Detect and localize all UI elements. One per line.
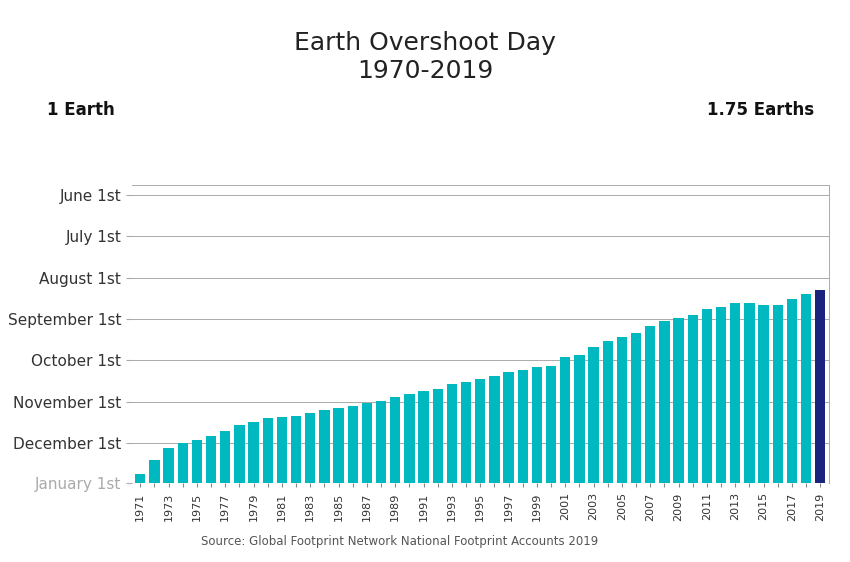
Bar (758, 305, 768, 483)
Bar (405, 394, 415, 483)
Bar (546, 365, 556, 483)
Bar (575, 355, 585, 483)
Bar (362, 404, 372, 483)
Bar (291, 416, 301, 483)
Bar (163, 448, 173, 483)
Bar (688, 315, 698, 483)
Bar (773, 305, 783, 483)
Bar (220, 430, 230, 483)
Bar (433, 388, 443, 483)
Text: Source: Global Footprint Network National Footprint Accounts 2019: Source: Global Footprint Network Nationa… (201, 535, 598, 548)
Bar (588, 347, 598, 483)
Text: 1.75 Earths: 1.75 Earths (707, 101, 814, 119)
Bar (206, 436, 216, 483)
Bar (248, 423, 258, 483)
Bar (815, 290, 825, 483)
Bar (745, 303, 755, 483)
Bar (235, 425, 245, 483)
Bar (503, 372, 513, 483)
Bar (192, 440, 202, 483)
Bar (390, 397, 400, 483)
Bar (475, 379, 485, 483)
Bar (320, 410, 330, 483)
Bar (702, 309, 712, 483)
Bar (135, 474, 145, 483)
Bar (150, 460, 160, 483)
Bar (716, 307, 726, 483)
Bar (673, 318, 683, 483)
Bar (305, 413, 315, 483)
Bar (263, 418, 273, 483)
Bar (560, 357, 570, 483)
Bar (603, 341, 613, 483)
Bar (418, 391, 428, 483)
Bar (787, 299, 797, 483)
Bar (376, 401, 386, 483)
Bar (447, 384, 457, 483)
Bar (277, 417, 287, 483)
Bar (730, 303, 740, 483)
Bar (333, 407, 343, 483)
Bar (532, 367, 542, 483)
Bar (178, 443, 188, 483)
Text: 1970-2019: 1970-2019 (357, 59, 493, 83)
Text: Earth Overshoot Day: Earth Overshoot Day (294, 31, 556, 55)
Bar (461, 382, 471, 483)
Bar (801, 294, 811, 483)
Bar (631, 333, 641, 483)
Bar (490, 377, 500, 483)
Bar (645, 327, 655, 483)
Bar (348, 406, 358, 483)
Bar (617, 337, 627, 483)
Text: 1 Earth: 1 Earth (47, 101, 115, 119)
Bar (518, 370, 528, 483)
Bar (660, 321, 670, 483)
